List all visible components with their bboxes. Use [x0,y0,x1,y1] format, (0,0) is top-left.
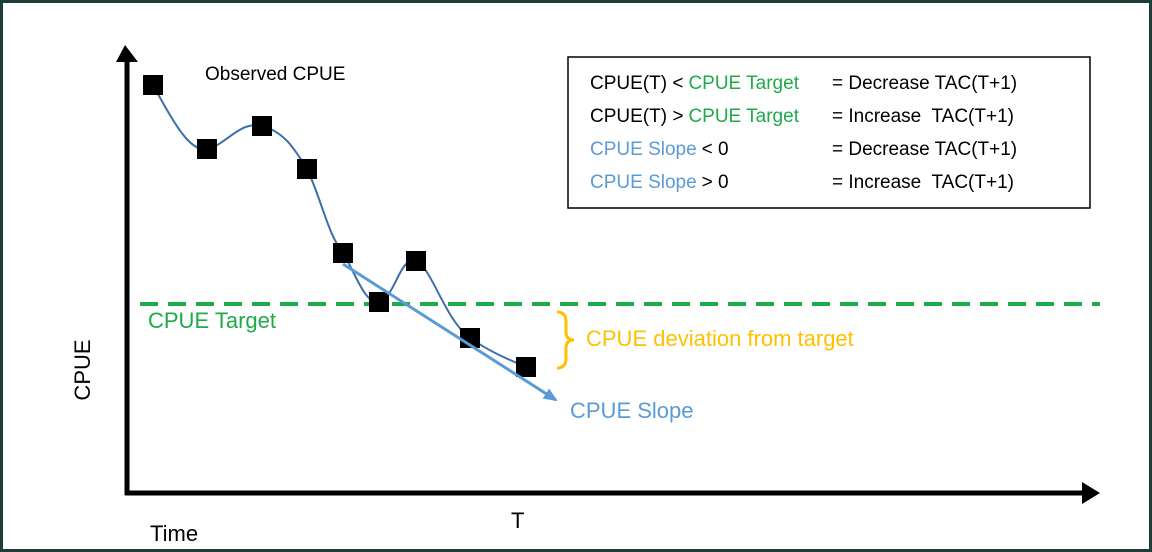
legend-part: CPUE(T) < [590,73,683,94]
legend-part: < 0 [702,139,729,160]
legend-part: CPUE Slope [590,172,697,193]
slope-label: CPUE Slope [570,398,694,423]
legend-action: = Decrease TAC(T+1) [832,139,1017,160]
slope-arrow [342,262,558,402]
x-axis-label: Time [150,521,198,546]
observed-label: Observed CPUE [205,64,345,85]
legend-condition: CPUE(T) < CPUE Target [590,73,800,94]
t-label: T [511,508,524,533]
legend-part: CPUE Slope [590,139,697,160]
legend-action: = Increase TAC(T+1) [832,106,1014,127]
legend-part: CPUE Target [688,73,799,94]
legend: CPUE(T) < CPUE Target = Decrease TAC(T+1) C… [590,73,1017,193]
legend-part: CPUE Target [688,106,799,127]
deviation-label: CPUE deviation from target [586,326,854,351]
legend-part: > 0 [702,172,729,193]
legend-box [567,56,1091,209]
y-arrow [116,45,138,62]
legend-action: = Increase TAC(T+1) [832,172,1014,193]
legend-condition: CPUE Slope > 0 [590,172,729,193]
legend-action: = Decrease TAC(T+1) [832,73,1017,94]
legend-condition: CPUE Slope < 0 [590,139,729,160]
legend-condition: CPUE(T) > CPUE Target [590,106,800,127]
legend-part: CPUE(T) > [590,106,683,127]
y-axis-label: CPUE [70,339,95,400]
x-arrow [1082,482,1100,504]
target-label: CPUE Target [148,308,276,333]
deviation-bracket [556,310,575,370]
